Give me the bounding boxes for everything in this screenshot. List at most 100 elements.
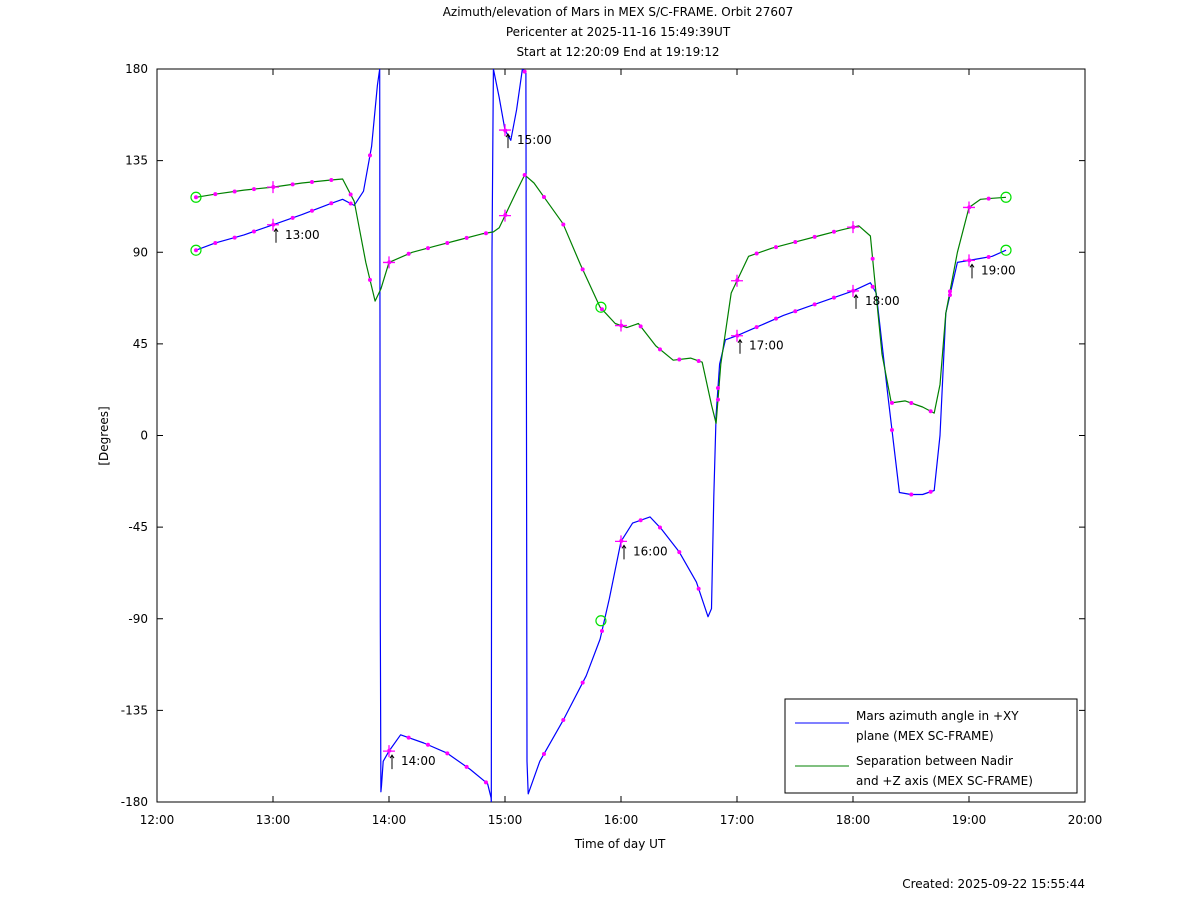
series-sample-marker xyxy=(638,518,643,523)
series-sample-marker xyxy=(909,401,914,406)
series-sample-marker xyxy=(928,409,933,414)
series-sample-marker xyxy=(773,316,778,321)
hourly-marker xyxy=(847,284,859,297)
legend-label-azimuth-line-2: plane (MEX SC-FRAME) xyxy=(856,729,994,743)
x-tick-label: 17:00 xyxy=(720,813,755,827)
hourly-marker xyxy=(267,181,279,194)
hourly-marker xyxy=(615,319,627,332)
series-sample-marker xyxy=(580,267,585,272)
hourly-marker xyxy=(499,124,511,137)
series-sample-marker xyxy=(889,400,894,405)
series-sample-marker xyxy=(232,235,237,240)
series-sample-marker xyxy=(696,358,701,363)
x-tick-label: 12:00 xyxy=(140,813,175,827)
annotation-label: 19:00 xyxy=(981,263,1016,277)
x-tick-label: 15:00 xyxy=(488,813,523,827)
series-sample-marker xyxy=(193,195,198,200)
series-sample-marker xyxy=(947,293,952,298)
series-sample-marker xyxy=(290,215,295,220)
series-sample-marker xyxy=(483,231,488,236)
series-sample-marker xyxy=(541,751,546,756)
series-sample-marker xyxy=(522,69,527,74)
series-sample-marker xyxy=(251,187,256,192)
end-marker xyxy=(1000,244,1012,256)
series-line-azimuth xyxy=(195,69,1007,802)
annotation-arrow xyxy=(737,338,743,354)
series-sample-marker xyxy=(986,196,991,201)
chart-title-line-2: Pericenter at 2025-11-16 15:49:39UT xyxy=(506,25,731,39)
series-sample-marker xyxy=(522,173,527,178)
annotation-arrow xyxy=(389,754,395,770)
pericenter-marker xyxy=(595,615,607,627)
series-sample-marker xyxy=(367,277,372,282)
x-tick-label: 18:00 xyxy=(836,813,871,827)
chart-title: Azimuth/elevation of Mars in MEX S/C-FRA… xyxy=(443,5,794,59)
annotation-arrow xyxy=(969,263,975,279)
x-tick-label: 16:00 xyxy=(604,813,639,827)
series-sample-marker xyxy=(464,235,469,240)
start-marker xyxy=(190,191,202,203)
y-axis: 180 135 90 45 0 -45 -90 -135 -180 xyxy=(121,62,1085,809)
series-sample-marker xyxy=(425,742,430,747)
series-sample-marker xyxy=(329,177,334,182)
y-tick-label: 0 xyxy=(140,429,148,443)
series-sample-marker xyxy=(638,324,643,329)
series-sample-marker xyxy=(561,222,566,227)
series-sample-marker xyxy=(812,302,817,307)
series-sample-marker xyxy=(928,489,933,494)
series-sample-marker xyxy=(329,201,334,206)
x-axis: 12:00 13:00 14:00 15:00 16:00 17:00 18:00 19:00… xyxy=(140,69,1103,827)
annotation-arrow xyxy=(853,294,859,309)
series-sample-marker xyxy=(483,780,488,785)
y-tick-label: -135 xyxy=(121,703,148,717)
series-sample-marker xyxy=(599,628,604,633)
hourly-marker xyxy=(267,218,279,231)
series-sample-marker xyxy=(367,153,372,158)
series-sample-marker xyxy=(909,492,914,497)
series-sample-marker xyxy=(986,254,991,259)
series-sample-marker xyxy=(290,182,295,187)
legend-label-azimuth-line-1: Mars azimuth angle in +XY xyxy=(856,709,1019,723)
series-sample-marker xyxy=(193,248,198,253)
hourly-marker xyxy=(615,535,627,548)
series-sample-marker xyxy=(870,284,875,289)
plot-frame xyxy=(156,68,1086,803)
y-tick-label: -45 xyxy=(128,520,148,534)
series-sample-marker xyxy=(773,245,778,250)
x-tick-label: 20:00 xyxy=(1068,813,1103,827)
series-sample-marker xyxy=(754,325,759,330)
series-sample-marker xyxy=(348,192,353,197)
annotation-label: 18:00 xyxy=(865,294,900,308)
series-markers xyxy=(190,69,1012,785)
legend-box xyxy=(784,698,1078,794)
series-sample-marker xyxy=(677,550,682,555)
y-tick-label: -180 xyxy=(121,795,148,809)
pericenter-marker xyxy=(595,301,607,313)
annotation-label: 17:00 xyxy=(749,339,784,353)
series-sample-marker xyxy=(445,241,450,246)
hourly-marker xyxy=(963,254,975,267)
start-marker xyxy=(190,244,202,256)
annotation-arrow xyxy=(621,544,627,560)
created-footer: Created: 2025-09-22 15:55:44 xyxy=(902,877,1085,891)
series-sample-marker xyxy=(599,307,604,312)
chart-title-line-1: Azimuth/elevation of Mars in MEX S/C-FRA… xyxy=(443,5,794,19)
series-sample-marker xyxy=(715,397,720,402)
hourly-marker xyxy=(731,329,743,342)
legend-label-separation-line-1: Separation between Nadir xyxy=(856,754,1013,768)
y-tick-label: 180 xyxy=(125,62,148,76)
series-sample-marker xyxy=(696,586,701,591)
y-axis-label: [Degrees] xyxy=(97,406,111,465)
series-sample-marker xyxy=(831,229,836,234)
time-annotations: 13:00 14:00 15:00 16:00 17:00 18:00 19:00 xyxy=(273,133,1016,770)
series-sample-marker xyxy=(831,295,836,300)
y-tick-label: 135 xyxy=(125,154,148,168)
legend-label-separation-line-2: and +Z axis (MEX SC-FRAME) xyxy=(856,774,1033,788)
series-sample-marker xyxy=(348,201,353,206)
annotation-label: 13:00 xyxy=(285,228,320,242)
hourly-marker xyxy=(383,256,395,269)
end-marker xyxy=(1000,191,1012,203)
series-sample-marker xyxy=(309,179,314,184)
series-sample-marker xyxy=(947,289,952,294)
